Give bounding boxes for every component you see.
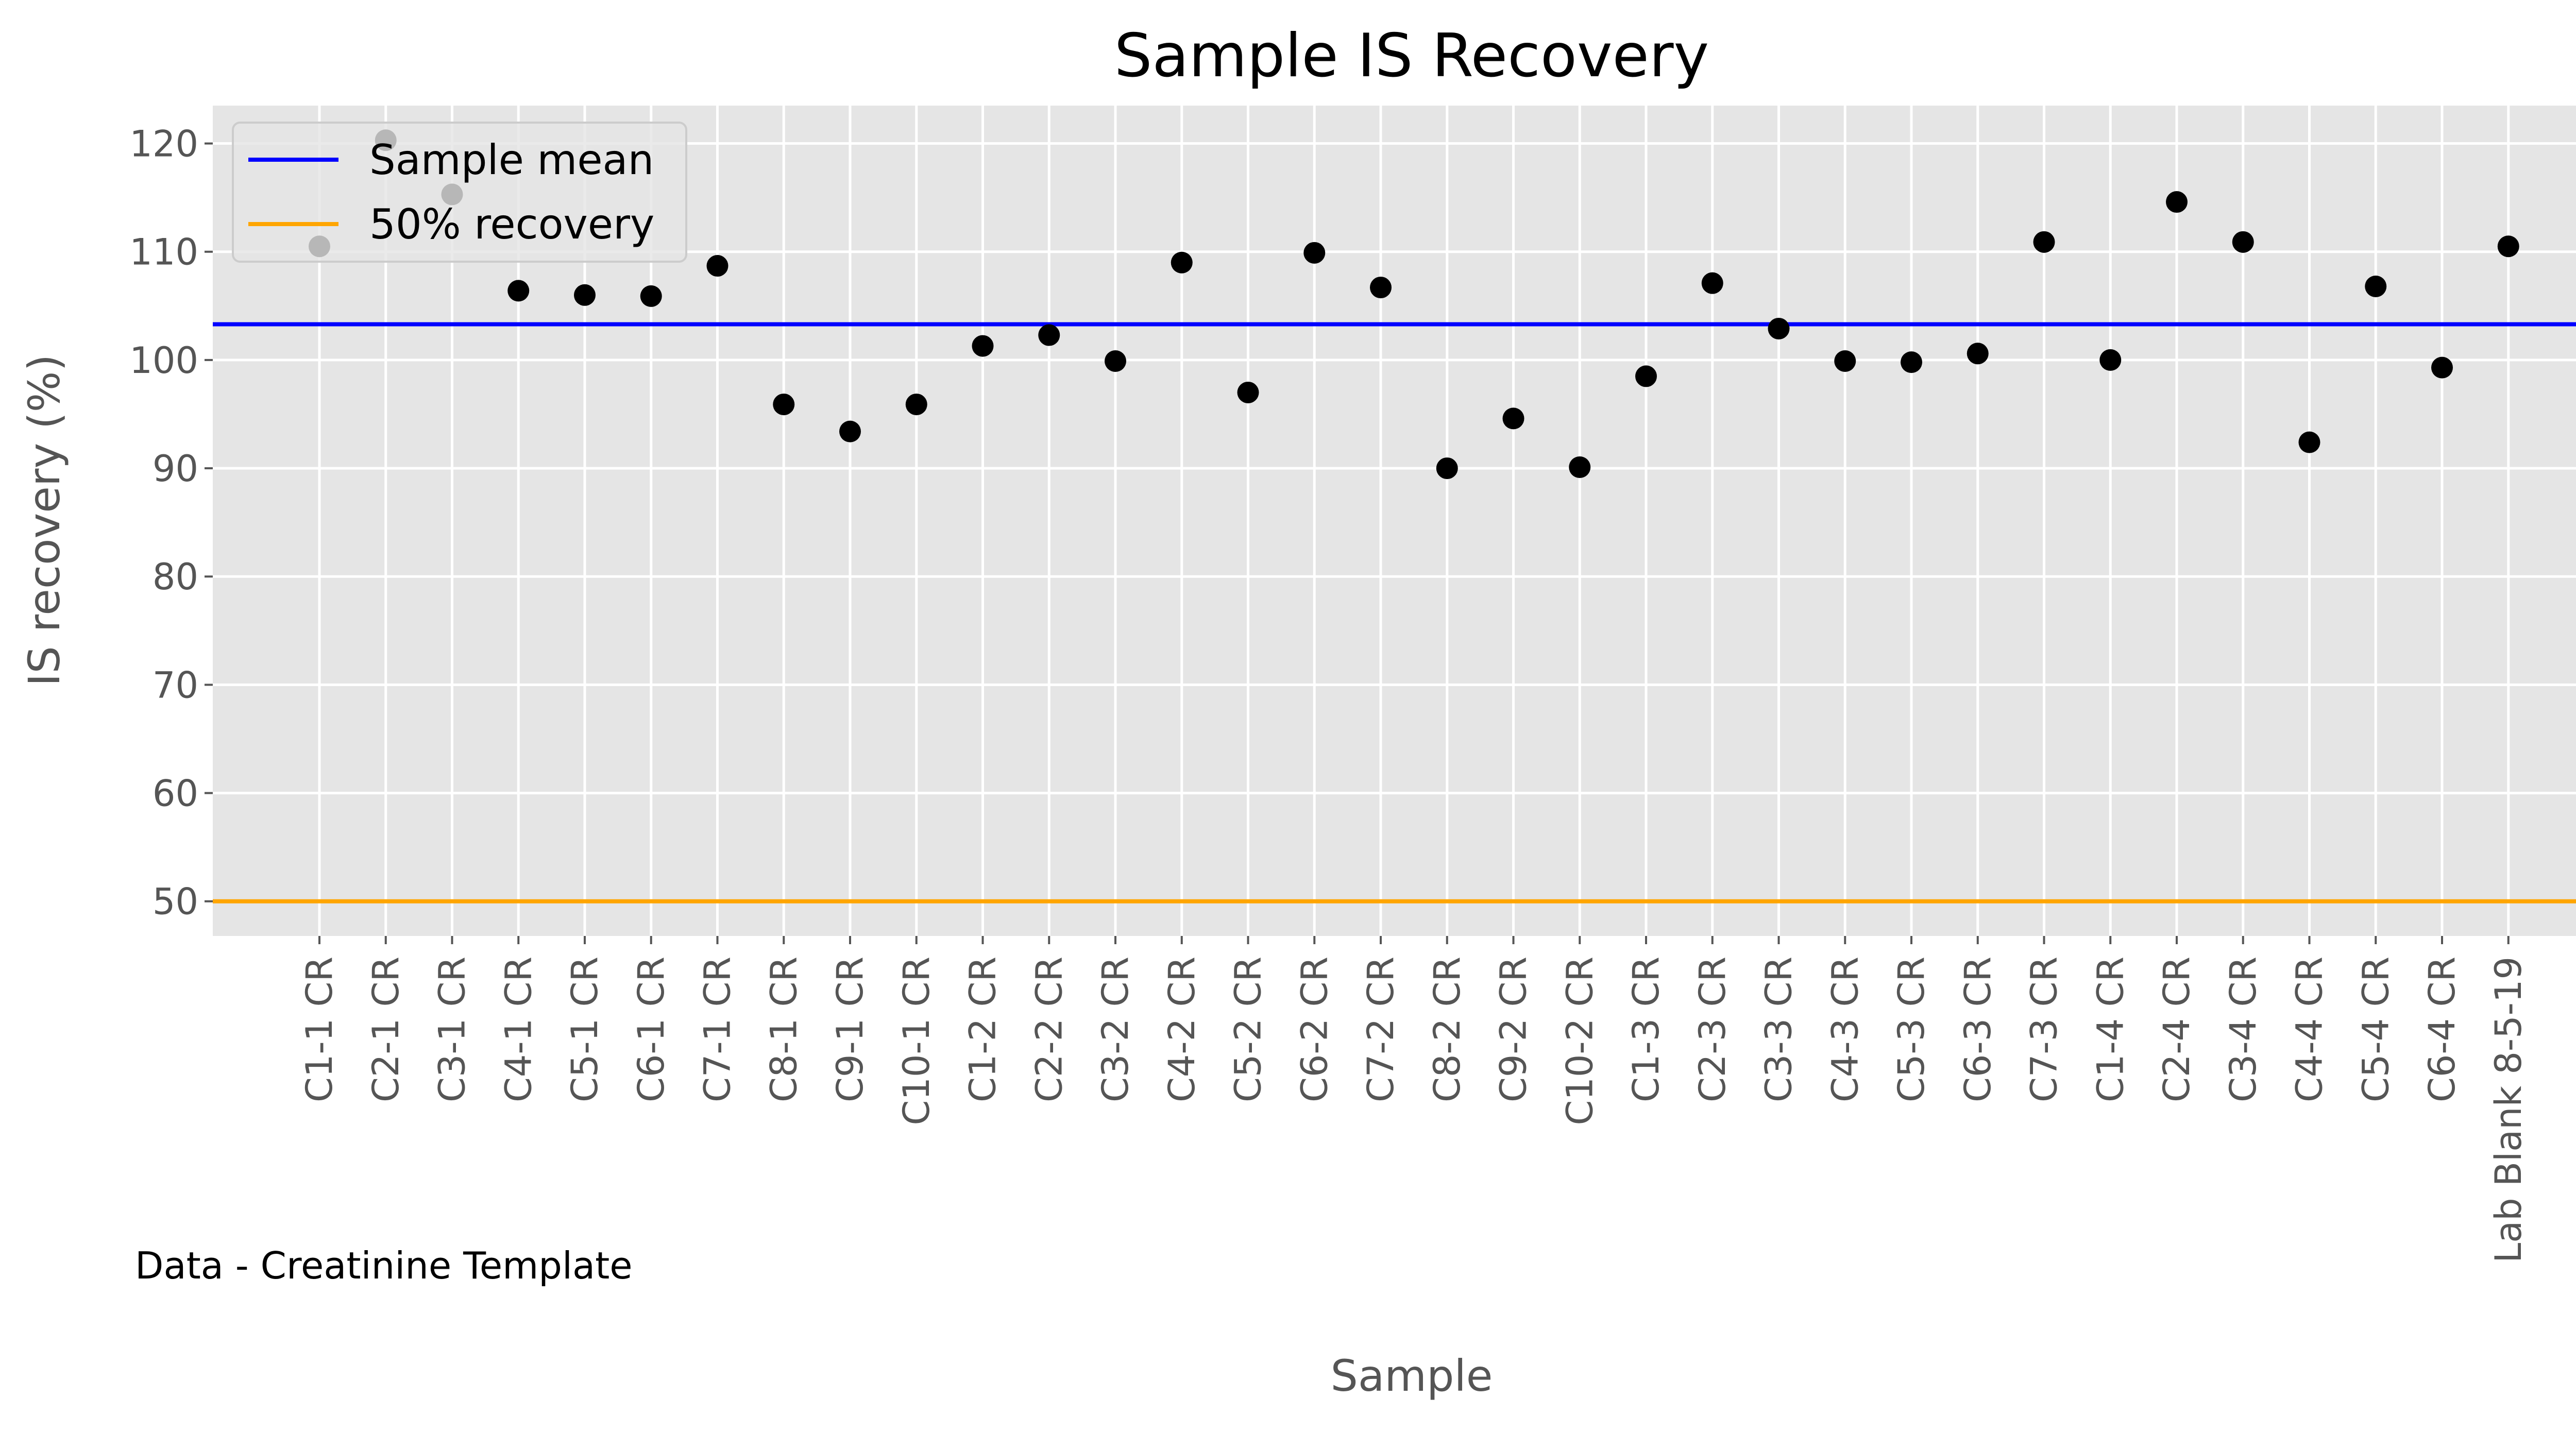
x-tick-label: Lab Blank 8-5-19 xyxy=(2487,957,2530,1263)
data-point xyxy=(706,255,728,277)
chart-title: Sample IS Recovery xyxy=(1114,21,1709,91)
data-point xyxy=(2099,349,2122,371)
data-point xyxy=(2232,231,2254,253)
x-tick-label: C8-2 CR xyxy=(1426,957,1468,1102)
data-point xyxy=(1303,242,1326,264)
x-axis-ticks: C1-1 CR C2-1 CR C3-1 CR C4-1 CR C5-1 CR C6-1 … xyxy=(298,936,2530,1263)
x-tick-label: C7-1 CR xyxy=(697,957,739,1102)
x-tick-label: C3-2 CR xyxy=(1094,957,1137,1102)
data-point xyxy=(905,394,927,416)
y-tick-label: 80 xyxy=(152,556,198,598)
data-point xyxy=(1569,456,1591,478)
x-tick-label: C8-1 CR xyxy=(762,957,805,1102)
data-point xyxy=(1635,365,1657,387)
data-point xyxy=(773,394,795,416)
data-point xyxy=(2497,235,2519,258)
x-tick-label: C2-4 CR xyxy=(2156,957,2198,1102)
x-tick-label: C6-4 CR xyxy=(2421,957,2463,1102)
data-point xyxy=(2431,356,2453,379)
data-point xyxy=(1502,407,1524,430)
x-tick-label: C9-1 CR xyxy=(829,957,871,1102)
data-point xyxy=(1768,317,1790,339)
data-point xyxy=(1701,272,1723,294)
y-axis-title: IS recovery (%) xyxy=(19,354,70,686)
reference-lines xyxy=(213,322,2576,903)
y-tick-label: 60 xyxy=(152,773,198,815)
y-tick-label: 120 xyxy=(129,123,198,165)
y-tick-label: 110 xyxy=(129,231,198,274)
x-tick-label: C4-2 CR xyxy=(1161,957,1203,1102)
x-tick-label: C6-2 CR xyxy=(1293,957,1335,1102)
chart-footnote: Data - Creatinine Template xyxy=(135,1244,633,1287)
x-tick-label: C1-1 CR xyxy=(298,957,341,1102)
legend-label-sample-mean: Sample mean xyxy=(369,136,654,184)
x-tick-label: C3-4 CR xyxy=(2222,957,2264,1102)
x-tick-label: C10-1 CR xyxy=(895,957,938,1126)
y-tick-label: 50 xyxy=(152,881,198,923)
data-point xyxy=(1834,350,1856,372)
x-tick-label: C10-2 CR xyxy=(1558,957,1601,1126)
data-point xyxy=(507,280,530,302)
y-axis-ticks: 50 60 70 80 90 100 110 120 xyxy=(129,123,213,923)
x-tick-label: C1-3 CR xyxy=(1625,957,1667,1102)
data-point xyxy=(1237,381,1259,403)
data-point xyxy=(1370,277,1392,299)
data-point xyxy=(2166,191,2188,213)
x-tick-label: C7-2 CR xyxy=(1360,957,1402,1102)
x-tick-label: C5-2 CR xyxy=(1227,957,1269,1102)
x-tick-label: C3-3 CR xyxy=(1758,957,1800,1102)
y-tick-label: 70 xyxy=(152,664,198,706)
x-tick-label: C3-1 CR xyxy=(431,957,473,1102)
data-point xyxy=(839,420,861,442)
x-tick-label: C9-2 CR xyxy=(1493,957,1535,1102)
data-point xyxy=(2298,431,2320,453)
data-point xyxy=(1436,457,1458,480)
data-point xyxy=(640,285,662,307)
x-tick-label: C4-1 CR xyxy=(497,957,539,1102)
y-tick-label: 90 xyxy=(152,448,198,490)
x-tick-label: C4-4 CR xyxy=(2289,957,2331,1102)
x-tick-label: C5-1 CR xyxy=(564,957,606,1102)
x-tick-label: C1-4 CR xyxy=(2089,957,2131,1102)
data-point xyxy=(1901,351,1922,373)
data-point xyxy=(574,284,596,306)
y-tick-label: 100 xyxy=(129,339,198,382)
data-point xyxy=(1038,324,1060,346)
data-point xyxy=(972,335,994,357)
data-point xyxy=(1171,251,1193,274)
x-tick-label: C5-4 CR xyxy=(2354,957,2397,1102)
legend-box xyxy=(232,122,687,263)
x-tick-label: C6-3 CR xyxy=(1957,957,1999,1102)
x-tick-label: C2-2 CR xyxy=(1028,957,1070,1102)
grid-lines xyxy=(213,106,2576,936)
x-tick-label: C2-3 CR xyxy=(1691,957,1734,1102)
data-point xyxy=(2365,275,2387,297)
x-tick-label: C2-1 CR xyxy=(365,957,407,1102)
data-point xyxy=(2033,231,2055,253)
x-tick-label: C6-1 CR xyxy=(630,957,672,1102)
data-point xyxy=(1967,343,1989,365)
x-tick-label: C1-2 CR xyxy=(962,957,1004,1102)
x-tick-label: C4-3 CR xyxy=(1824,957,1866,1102)
legend: Sample mean 50% recovery xyxy=(232,122,687,263)
data-point xyxy=(1105,350,1126,372)
legend-label-50-recovery: 50% recovery xyxy=(369,200,654,248)
x-tick-label: C7-3 CR xyxy=(2023,957,2065,1102)
x-tick-label: C5-3 CR xyxy=(1890,957,1933,1102)
x-axis-title: Sample xyxy=(1331,1351,1493,1401)
